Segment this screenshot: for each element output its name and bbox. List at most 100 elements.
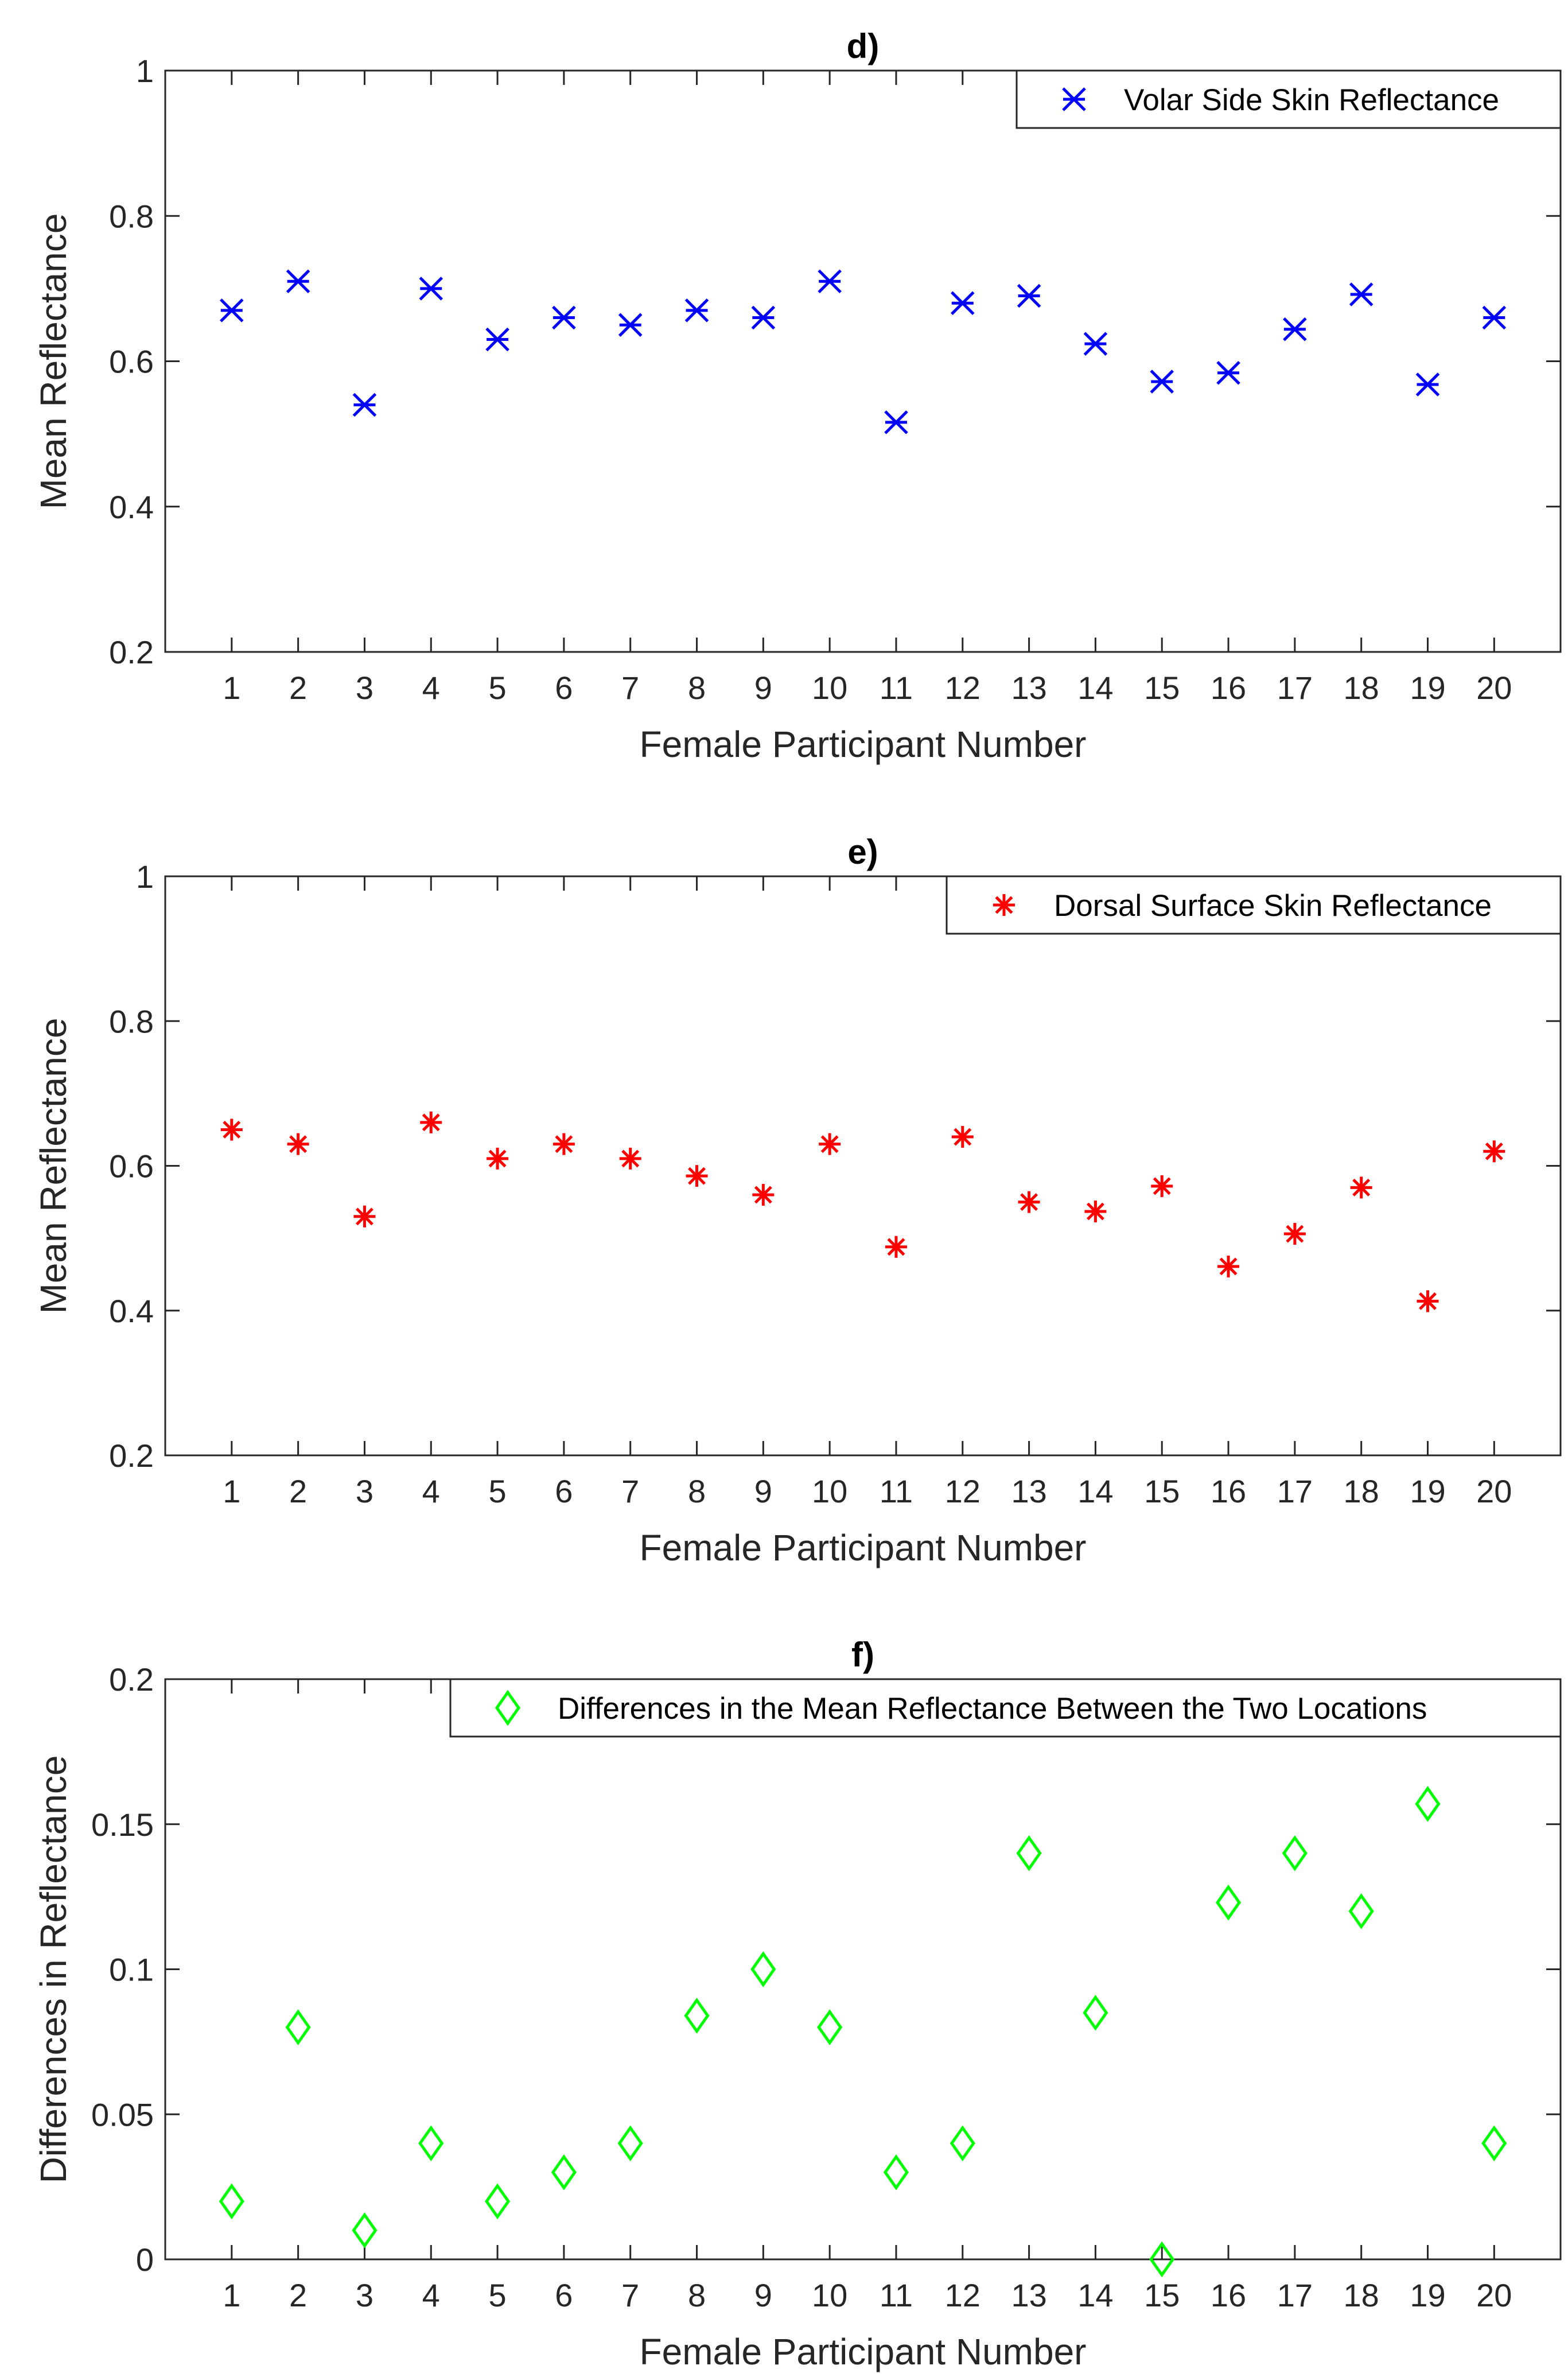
marker-stroke (750, 1951, 776, 1987)
x-tick-label: 18 (1344, 2277, 1379, 2313)
x-tick-label: 19 (1410, 2277, 1445, 2313)
x-tick-label: 7 (621, 670, 639, 706)
x-tick-label: 3 (356, 2277, 373, 2313)
x-tick-label: 6 (555, 2277, 573, 2313)
x-tick-label: 12 (945, 2277, 981, 2313)
marker-stroke (1417, 1290, 1439, 1312)
data-point (818, 269, 842, 293)
marker-stroke (752, 1183, 775, 1206)
y-tick-label: 1 (136, 859, 154, 895)
data-point (618, 313, 643, 337)
y-tick-label: 0.8 (109, 198, 154, 234)
data-point (1349, 282, 1374, 306)
chart-title: e) (847, 833, 878, 871)
marker-stroke (1018, 1191, 1040, 1213)
marker-stroke (1349, 282, 1374, 306)
panel-f: 00.050.10.150.21 2 3 4 5 6 7 8 9 10 11 12 13 14 15 16 17… (33, 1636, 1562, 2372)
data-point (750, 1951, 776, 1987)
marker-stroke (950, 2125, 975, 2162)
marker-stroke (1149, 2241, 1175, 2278)
data-point (551, 2154, 577, 2190)
x-tick-label: 19 (1410, 1473, 1445, 1509)
marker-stroke (883, 2154, 909, 2190)
x-tick-label: 9 (754, 2277, 772, 2313)
marker-stroke (553, 1133, 575, 1155)
legend-marker (1062, 87, 1086, 111)
data-point (684, 1998, 710, 2034)
data-point (1348, 1893, 1374, 1929)
marker-stroke (220, 1118, 243, 1141)
marker-stroke (1083, 332, 1108, 356)
x-tick-label: 15 (1144, 2277, 1180, 2313)
legend: Dorsal Surface Skin Reflectance (946, 875, 1562, 935)
x-tick-label: 11 (880, 670, 913, 706)
data-point (1283, 317, 1307, 341)
marker-stroke (751, 305, 776, 330)
x-tick-label: 13 (1011, 670, 1046, 706)
data-point (286, 269, 310, 293)
data-point (817, 2009, 843, 2045)
x-tick-label: 20 (1476, 670, 1512, 706)
marker-stroke (286, 269, 310, 293)
x-tick-label: 1 (223, 1473, 240, 1509)
data-point (1018, 1191, 1040, 1213)
data-point (617, 2125, 643, 2162)
data-point (1415, 372, 1440, 397)
x-tick-label: 6 (555, 670, 573, 706)
marker-stroke (1216, 360, 1240, 385)
x-tick-label: 3 (356, 1473, 373, 1509)
x-tick-label: 1 (223, 670, 240, 706)
marker-stroke (418, 2125, 444, 2162)
marker-stroke (818, 269, 842, 293)
y-tick-label: 0 (136, 2242, 154, 2278)
x-tick-label: 10 (812, 1473, 847, 1509)
x-tick-label: 7 (621, 2277, 639, 2313)
data-point (418, 2125, 444, 2162)
marker-stroke (419, 277, 443, 301)
data-point (1417, 1290, 1439, 1312)
data-point (1481, 2125, 1507, 2162)
legend-box (1015, 69, 1562, 129)
x-tick-label: 19 (1410, 670, 1445, 706)
x-tick-label: 1 (223, 2277, 240, 2313)
data-point (950, 2125, 975, 2162)
marker-stroke (1350, 1176, 1372, 1199)
data-point (1083, 332, 1108, 356)
data-point (1016, 1835, 1042, 1871)
legend-marker (993, 894, 1015, 916)
data-point (1151, 1175, 1173, 1197)
chart-title: d) (847, 27, 880, 65)
data-point (1217, 1255, 1240, 1277)
data-point (751, 305, 776, 330)
data-point (352, 2212, 378, 2248)
x-tick-label: 16 (1211, 670, 1246, 706)
y-tick-label: 0.8 (109, 1003, 154, 1039)
marker-stroke (1215, 1884, 1242, 1921)
marker-stroke (495, 1689, 521, 1726)
data-point (883, 2154, 909, 2190)
y-tick-label: 0.2 (109, 634, 154, 670)
marker-stroke (1282, 1835, 1308, 1871)
x-tick-label: 9 (754, 670, 772, 706)
marker-stroke (1217, 1255, 1240, 1277)
marker-stroke (485, 2183, 511, 2220)
x-tick-label: 3 (356, 670, 373, 706)
legend: Differences in the Mean Reflectance Betw… (449, 1678, 1562, 1738)
marker-stroke (617, 2125, 643, 2162)
x-tick-label: 12 (945, 670, 981, 706)
data-point (485, 327, 509, 352)
data-point (819, 1133, 841, 1155)
data-point (419, 277, 443, 301)
x-tick-label: 2 (289, 2277, 307, 2313)
legend-box (449, 1678, 1562, 1738)
plot-area (164, 69, 1562, 653)
x-tick-label: 4 (422, 1473, 440, 1509)
marker-stroke (1062, 87, 1086, 111)
x-tick-label: 17 (1277, 1473, 1313, 1509)
data-point (287, 1133, 309, 1155)
marker-stroke (219, 2183, 244, 2220)
x-tick-label: 8 (688, 670, 706, 706)
x-axis-label: Female Participant Number (640, 1527, 1087, 1568)
marker-stroke (1283, 317, 1307, 341)
